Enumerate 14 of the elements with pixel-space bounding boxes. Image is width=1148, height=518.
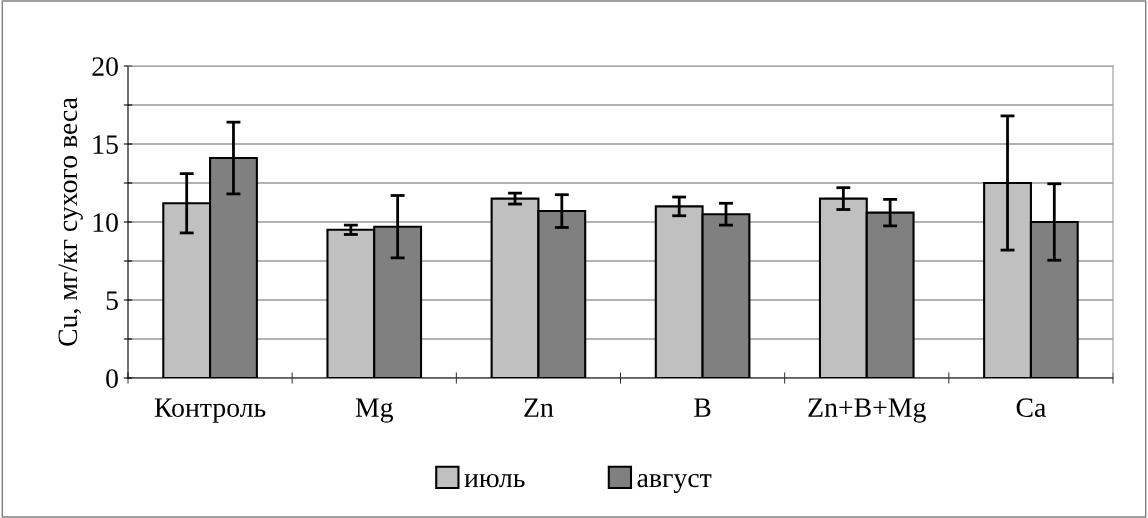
y-tick-label: 15 [93, 135, 118, 154]
y-tick-label: 20 [92, 57, 118, 76]
legend-label: июль [464, 473, 525, 488]
x-tick-label: Контроль [154, 398, 266, 423]
y-tick-label: 5 [106, 291, 118, 310]
y-axis-title: Cu, мг/кг сухого веса [58, 97, 83, 346]
x-tick-label: Mg [355, 398, 394, 423]
x-tick-label: Ca [1016, 398, 1046, 417]
y-tick-label: 0 [106, 369, 118, 388]
legend-label: август [637, 473, 712, 493]
x-tick-label: Zn+B+Mg [808, 398, 926, 423]
x-tick-label: Zn [524, 398, 554, 417]
x-tick-label: B [694, 398, 711, 417]
y-tick-label: 10 [93, 213, 118, 232]
